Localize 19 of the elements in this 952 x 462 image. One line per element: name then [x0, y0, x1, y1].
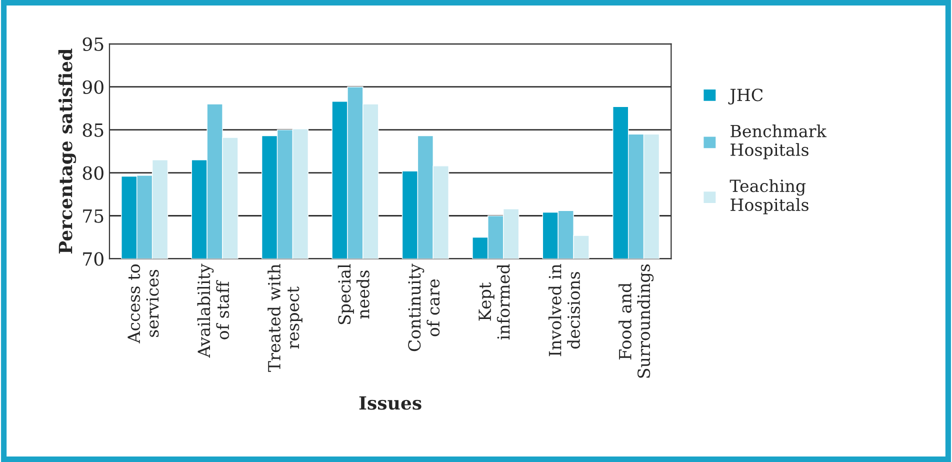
legend-label: Benchmark Hospitals: [730, 124, 827, 160]
x-tick-label: Access to services: [128, 264, 159, 344]
y-axis-title: Percentage satisfied: [58, 48, 76, 254]
y-tick-label: 85: [82, 123, 104, 137]
legend-label: JHC: [728, 88, 763, 104]
x-axis-title: Issues: [359, 396, 422, 410]
x-tick-label: Treated with respect: [268, 264, 302, 372]
x-tick-label: Food and Surroundings: [618, 264, 654, 378]
y-tick-label: 75: [83, 209, 104, 223]
y-tick-label: 95: [82, 37, 104, 52]
legend-label: Teaching Hospitals: [730, 179, 808, 214]
y-tick-label: 80: [82, 166, 104, 180]
y-tick-label: 90: [82, 80, 104, 94]
x-tick-label: Availability of staff: [197, 264, 230, 358]
x-tick-label: Kept informed: [478, 264, 510, 340]
x-tick-label: Involved in decisions: [548, 264, 580, 356]
x-tick-label: Special needs: [338, 264, 370, 324]
y-tick-label: 70: [83, 252, 104, 266]
x-tick-label: Continuity of care: [408, 264, 440, 352]
